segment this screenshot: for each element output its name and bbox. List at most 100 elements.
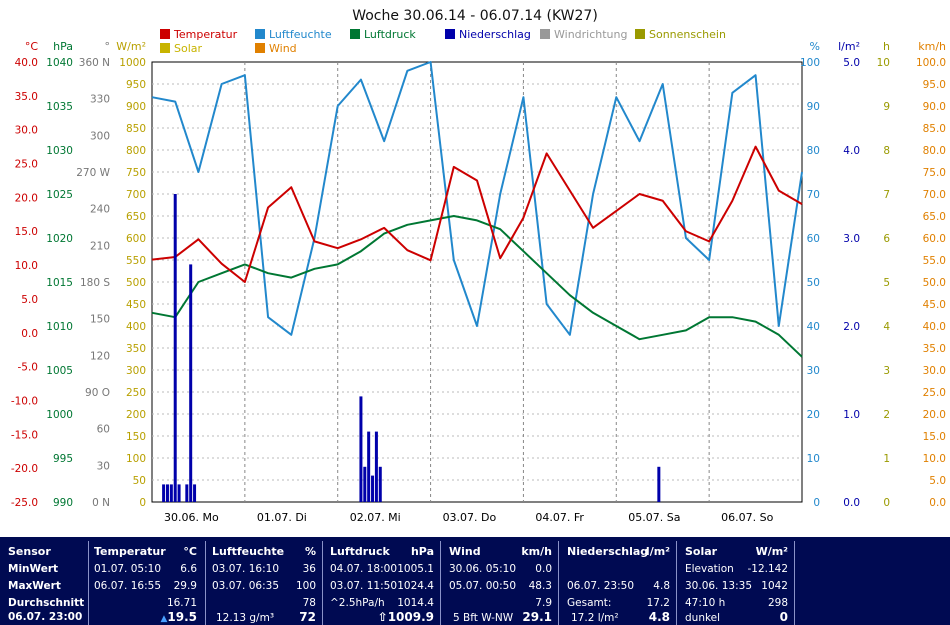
legend-label: Luftdruck [364,28,416,41]
separator [558,541,559,625]
solar-avg: 298 [767,597,788,609]
precipitation-bar [173,194,177,502]
y-tick-label: 350 [126,343,146,355]
y-tick-label: 80 [807,145,820,157]
y-tick-label: 70.0 [923,189,946,201]
y-tick-label: 100 [126,453,146,465]
temperature-title: Temperatur [94,545,166,558]
x-tick-label: 03.07. Do [443,511,497,524]
humidity-max-time: 03.07. 06:35 [212,580,279,592]
y-tick-label: 2 [883,409,890,421]
y-tick-label: 900 [126,101,146,113]
y-tick-label: 50 [133,475,146,487]
y-tick-label: 1030 [46,145,73,157]
y-tick-label: 40.0 [15,57,38,69]
legend-label: Niederschlag [459,28,531,41]
rain-max: 4.8 [653,580,670,592]
y-tick-label: 1010 [46,321,73,333]
y-tick-label: 10.0 [923,453,946,465]
temperature-current: ▲19.5 [160,610,197,624]
y-tick-label: 1005 [46,365,73,377]
y-tick-label: 60 [97,424,110,436]
y-tick-label: 750 [126,167,146,179]
legend-label: Solar [174,42,203,55]
weather-chart: Woche 30.06.14 - 06.07.14 (KW27) Tempera… [11,8,946,524]
y-tick-label: 150 [90,314,110,326]
y-tick-label: 0.0 [843,497,860,509]
precipitation-bar [169,484,173,502]
y-tick-label: 30.0 [15,125,38,137]
y-tick-label: 7 [883,189,890,201]
min-row-label: MinWert [8,563,59,575]
plot-area [151,61,803,502]
pressure-min: 1005.1 [397,563,434,575]
legend: Temperatur Luftfeuchte Luftdruck Niederschl… [160,28,726,55]
y-tick-label: 0.0 [21,328,38,340]
precipitation-bar [367,431,371,502]
pressure-min-time: 04.07. 18:00 [330,563,397,575]
y-tick-label: 95.0 [923,79,946,91]
y-tick-label: 15.0 [923,431,946,443]
stats-sensor-column: Sensor MinWert MaxWert Durchschnitt 06.0… [0,537,88,625]
y-tick-label: 3 [883,365,890,377]
y-tick-label: 1000 [119,57,146,69]
legend-swatch [635,29,645,39]
pressure-trend-icon: ⇧ [377,610,388,624]
solar-hours: 47:10 h [685,597,726,609]
precipitation-bar [177,484,181,502]
y-tick-label: 800 [126,145,146,157]
x-tick-label: 30.06. Mo [164,511,219,524]
y-tick-label: 200 [126,409,146,421]
current-time: 06.07. 23:00 [8,611,83,623]
y-tick-label: 20.0 [923,409,946,421]
precipitation-bar [189,264,193,502]
humidity-min: 36 [302,563,316,575]
y-axis-unit: °C [25,40,39,53]
y-tick-label: 400 [126,321,146,333]
y-tick-label: 1040 [46,57,73,69]
wind-beaufort: 5 Bft W-NW [453,612,514,624]
humidity-title: Luftfeuchte [212,545,285,558]
y-tick-label: 0 [139,497,146,509]
precipitation-bar [162,484,166,502]
y-axis-unit: ° [105,40,111,53]
precipitation-bar [165,484,169,502]
solar-current: 0 [779,610,788,624]
y-tick-label: 0.0 [929,497,946,509]
y-tick-label: 1000 [46,409,73,421]
y-tick-label: 5.0 [929,475,946,487]
separator [440,541,441,625]
y-tick-label: 180 S [80,277,110,289]
y-tick-label: 80.0 [923,145,946,157]
y-tick-label: 10 [807,453,820,465]
x-tick-label: 04.07. Fr [535,511,584,524]
legend-swatch [540,29,550,39]
y-tick-label: 35.0 [923,343,946,355]
pressure-max-time: 03.07. 11:50 [330,580,397,592]
y-tick-label: 20 [807,409,820,421]
y-tick-label: 70 [807,189,820,201]
y-tick-label: 600 [126,233,146,245]
y-tick-label: 90 O [85,387,110,399]
y-tick-label: 1.0 [843,409,860,421]
pressure-trend-label: ^2.5hPa/h [330,597,385,609]
separator [205,541,206,625]
y-tick-label: 100.0 [916,57,946,69]
rain-total-label: Gesamt: [567,597,612,609]
avg-row-label: Durchschnitt [8,597,85,609]
y-tick-label: 1020 [46,233,73,245]
y-tick-label: -15.0 [11,429,38,441]
y-tick-label: 330 [90,94,110,106]
wind-max-time: 05.07. 00:50 [449,580,516,592]
wind-title: Wind [449,545,481,558]
y-tick-label: 990 [53,497,73,509]
temperature-min-time: 01.07. 05:10 [94,563,161,575]
y-tick-label: 10 [877,57,890,69]
y-axis-unit: l/m² [838,40,860,53]
y-tick-label: 700 [126,189,146,201]
humidity-line [151,61,803,336]
separator [676,541,677,625]
y-tick-label: 5 [883,277,890,289]
y-tick-label: 25.0 [15,159,38,171]
